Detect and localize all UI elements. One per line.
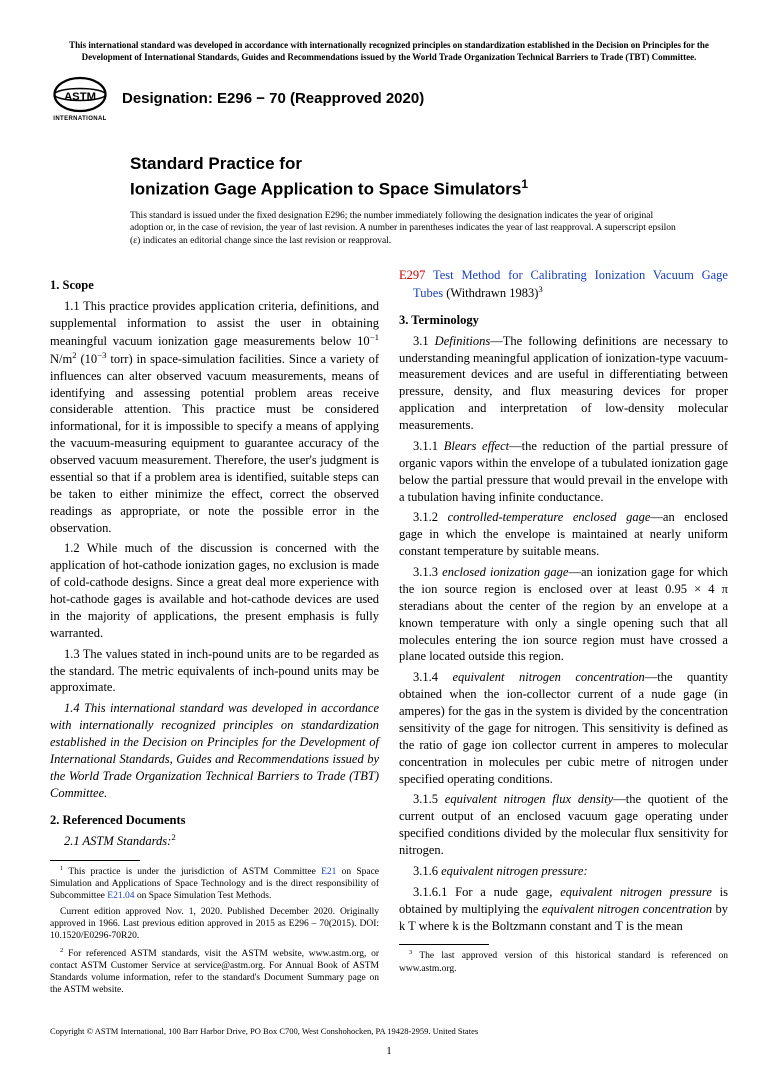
- right-column: E297 Test Method for Calibrating Ionizat…: [399, 267, 728, 1001]
- p314a: 3.1.4: [413, 670, 452, 684]
- p21: 2.1 ASTM Standards:: [64, 835, 171, 849]
- left-column: 1. Scope 1.1 This practice provides appl…: [50, 267, 379, 1001]
- para-1-2: 1.2 While much of the discussion is conc…: [50, 540, 379, 641]
- title-line1: Standard Practice for: [130, 153, 728, 176]
- issue-note: This standard is issued under the fixed …: [130, 210, 688, 247]
- astm-logo: ASTM INTERNATIONAL: [50, 75, 110, 123]
- p3161-term: equivalent nitrogen pressure: [560, 885, 712, 899]
- para-3-1-5: 3.1.5 equivalent nitrogen flux density—t…: [399, 791, 728, 859]
- svg-text:INTERNATIONAL: INTERNATIONAL: [53, 116, 106, 122]
- para-3-1-4: 3.1.4 equivalent nitrogen concentration—…: [399, 669, 728, 787]
- columns: 1. Scope 1.1 This practice provides appl…: [50, 267, 728, 1001]
- footnote-rule-right: [399, 944, 489, 945]
- para-3-1-3: 3.1.3 enclosed ionization gage—an ioniza…: [399, 564, 728, 665]
- p312a: 3.1.2: [413, 510, 448, 524]
- ref-e297-num[interactable]: E297: [399, 268, 425, 282]
- p312-term: controlled-temperature enclosed gage: [448, 510, 651, 524]
- para-2-1: 2.1 ASTM Standards:2: [50, 832, 379, 850]
- p3161a: 3.1.6.1 For a nude gage,: [413, 885, 560, 899]
- p311a: 3.1.1: [413, 439, 444, 453]
- footnote-rule-left: [50, 860, 140, 861]
- p316a: 3.1.6: [413, 864, 441, 878]
- title-block: Standard Practice for Ionization Gage Ap…: [130, 153, 728, 202]
- ref-e297-withdrawn: (Withdrawn 1983): [443, 286, 538, 300]
- p313-term: enclosed ionization gage: [442, 565, 568, 579]
- para-3-1-1: 3.1.1 Blears effect—the reduction of the…: [399, 438, 728, 506]
- section-3-head: 3. Terminology: [399, 312, 728, 329]
- p314-term: equivalent nitrogen concentration: [452, 670, 644, 684]
- para-1-1: 1.1 This practice provides application c…: [50, 298, 379, 537]
- top-notice: This international standard was develope…: [50, 40, 728, 63]
- footnote-3: 3 The last approved version of this hist…: [399, 949, 728, 975]
- fn1c: on Space Simulation Test Methods.: [134, 891, 271, 901]
- p31-def: Definitions: [435, 334, 491, 348]
- p11c: (10: [77, 352, 98, 366]
- copyright: Copyright © ASTM International, 100 Barr…: [50, 1026, 728, 1037]
- section-1-head: 1. Scope: [50, 277, 379, 294]
- p31b: —The following definitions are necessary…: [399, 334, 728, 432]
- p315a: 3.1.5: [413, 792, 445, 806]
- para-3-1: 3.1 Definitions—The following definition…: [399, 333, 728, 434]
- p11b: N/m: [50, 352, 72, 366]
- p316-term: equivalent nitrogen pressure:: [441, 864, 588, 878]
- svg-text:ASTM: ASTM: [64, 91, 96, 103]
- para-3-1-6-1: 3.1.6.1 For a nude gage, equivalent nitr…: [399, 884, 728, 935]
- designation: Designation: E296 − 70 (Reapproved 2020): [122, 89, 424, 109]
- ref-e297: E297 Test Method for Calibrating Ionizat…: [399, 267, 728, 302]
- p314b: —the quantity obtained when the ion-coll…: [399, 670, 728, 785]
- p11d: torr) in space-simulation facilities. Si…: [50, 352, 379, 535]
- para-1-4: 1.4 This international standard was deve…: [50, 700, 379, 801]
- title-sup: 1: [521, 177, 528, 191]
- p11a: 1.1 This practice provides application c…: [50, 299, 379, 348]
- p3161-term2: equivalent nitrogen concentration: [542, 902, 712, 916]
- para-1-3: 1.3 The values stated in inch-pound unit…: [50, 646, 379, 697]
- para-3-1-6: 3.1.6 equivalent nitrogen pressure:: [399, 863, 728, 880]
- footnote-1: 1 This practice is under the jurisdictio…: [50, 865, 379, 903]
- p315-term: equivalent nitrogen flux density: [445, 792, 613, 806]
- section-2-head: 2. Referenced Documents: [50, 812, 379, 829]
- title-main: Ionization Gage Application to Space Sim…: [130, 180, 521, 199]
- title-line2: Ionization Gage Application to Space Sim…: [130, 176, 728, 202]
- footnote-2: 2 For referenced ASTM standards, visit t…: [50, 947, 379, 997]
- footnote-1d: Current edition approved Nov. 1, 2020. P…: [50, 907, 379, 943]
- header-row: ASTM INTERNATIONAL Designation: E296 − 7…: [50, 75, 728, 123]
- fn1-link-e2104[interactable]: E21.04: [107, 891, 134, 901]
- p31a: 3.1: [413, 334, 435, 348]
- fn2-text: For referenced ASTM standards, visit the…: [50, 949, 379, 995]
- fn1a: This practice is under the jurisdiction …: [63, 868, 321, 878]
- fn1-link-e21[interactable]: E21: [321, 868, 336, 878]
- fn3-text: The last approved version of this histor…: [399, 952, 728, 974]
- p313b: —an ionization gage for which the ion so…: [399, 565, 728, 663]
- para-3-1-2: 3.1.2 controlled-temperature enclosed ga…: [399, 509, 728, 560]
- p313a: 3.1.3: [413, 565, 442, 579]
- page-number: 1: [50, 1044, 728, 1059]
- p311-term: Blears effect: [444, 439, 509, 453]
